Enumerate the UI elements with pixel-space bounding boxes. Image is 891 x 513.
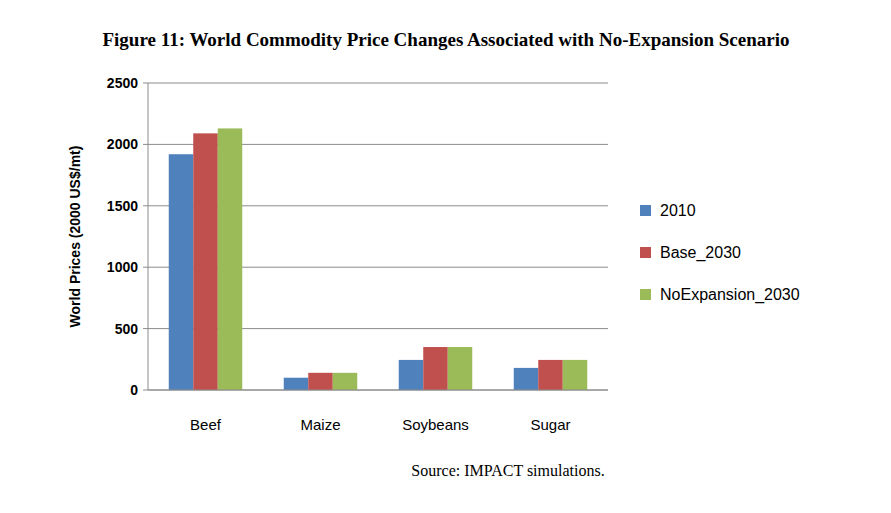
- bar: [423, 347, 448, 390]
- tick-mark: [143, 205, 148, 206]
- tick-mark: [143, 144, 148, 145]
- x-tick-label: Beef: [190, 416, 222, 433]
- bar: [218, 128, 243, 390]
- bar: [448, 347, 473, 390]
- tick-mark: [143, 267, 148, 268]
- legend-swatch: [640, 247, 651, 258]
- tick-mark: [143, 390, 148, 391]
- chart-root: Figure 11: World Commodity Price Changes…: [0, 0, 891, 513]
- y-axis-label: World Prices (2000 US$/mt): [67, 146, 83, 328]
- legend-swatch: [640, 289, 651, 300]
- source-note: Source: IMPACT simulations.: [411, 462, 604, 479]
- bar: [333, 373, 358, 390]
- bars: [169, 128, 588, 390]
- y-tick-label: 1000: [107, 259, 138, 275]
- grid: [143, 83, 608, 390]
- y-tick-label: 1500: [107, 198, 138, 214]
- bar: [308, 373, 333, 390]
- grid-line: [148, 390, 608, 391]
- bar: [514, 368, 539, 390]
- x-tick-label: Sugar: [530, 416, 570, 433]
- x-tick-label: Maize: [300, 416, 340, 433]
- bar: [563, 360, 588, 390]
- y-tick-label: 2000: [107, 136, 138, 152]
- legend-label: 2010: [660, 202, 696, 219]
- y-tick-label: 2500: [107, 75, 138, 91]
- title: Figure 11: World Commodity Price Changes…: [102, 29, 789, 50]
- bar: [193, 133, 218, 390]
- bar: [284, 378, 309, 390]
- chart-svg: Figure 11: World Commodity Price Changes…: [0, 0, 891, 513]
- legend-label: Base_2030: [660, 244, 741, 262]
- tick-mark: [143, 83, 148, 84]
- tick-mark: [143, 328, 148, 329]
- y-tick-label: 500: [115, 321, 139, 337]
- legend-label: NoExpansion_2030: [660, 286, 800, 304]
- bar: [399, 360, 424, 390]
- y-tick-label: 0: [130, 382, 138, 398]
- y-axis-line: [148, 83, 149, 390]
- x-axis-line: [148, 390, 608, 391]
- x-tick-label: Soybeans: [402, 416, 469, 433]
- bar: [169, 154, 194, 390]
- legend-swatch: [640, 205, 651, 216]
- bar: [538, 360, 563, 390]
- legend: 2010 Base_2030 NoExpansion_2030: [640, 202, 800, 304]
- grid-line: [148, 83, 608, 84]
